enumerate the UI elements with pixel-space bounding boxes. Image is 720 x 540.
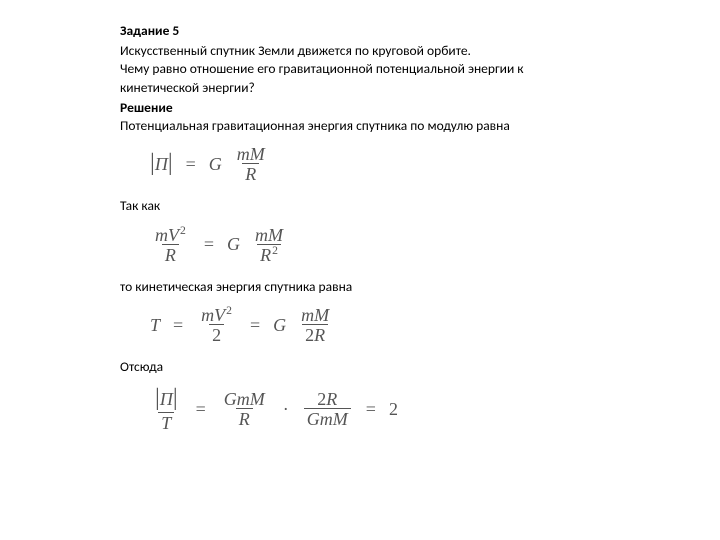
problem-line-3: кинетической энергии? [120,79,680,97]
solution-line-1: Потенциальная гравитационная энергия спу… [120,117,680,135]
since-label: Так как [120,197,680,215]
equals-sign: = [170,313,186,337]
equals-sign: = [247,313,263,337]
equals-sign: = [193,397,209,421]
equals-sign: = [363,397,379,421]
formula-1: |П| = G mM R [150,145,680,183]
kinetic-T: T [150,313,160,337]
solution-heading: Решение [120,99,680,117]
fraction-mM-2R: mM 2R [298,306,332,344]
G-constant: G [209,152,222,176]
G-constant: G [273,313,286,337]
fraction-mV2-R: mV2 R [152,226,189,264]
fraction-mV2-2: mV2 2 [198,306,235,344]
equals-sign: = [201,232,217,256]
task-heading: Задание 5 [120,22,680,40]
fraction-GmM-R: GmM R [221,390,268,428]
formula-3: T = mV2 2 = G mM 2R [150,306,680,344]
equals-sign: = [183,152,199,176]
dot-operator: · [280,397,292,421]
formula-2: mV2 R = G mM R2 [150,226,680,264]
page-body: Задание 5 Искусственный спутник Земли дв… [0,0,720,466]
formula-4: |П| T = GmM R · 2R GmM = 2 [150,386,680,432]
problem-line-2: Чему равно отношение его гравитационной … [120,60,680,78]
hence-label: Отсюда [120,358,680,376]
fraction-2R-GmM: 2R GmM [304,390,351,428]
abs-potential: |П| [150,151,173,177]
problem-line-1: Искусственный спутник Земли движется по … [120,42,680,60]
result-value: 2 [389,397,398,421]
fraction-mM-R: mM R [234,145,268,183]
then-line: то кинетическая энергия спутника равна [120,278,680,296]
G-constant: G [227,232,240,256]
fraction-mM-R2: mM R2 [252,226,286,264]
fraction-abs-P-T: |П| T [152,386,181,432]
